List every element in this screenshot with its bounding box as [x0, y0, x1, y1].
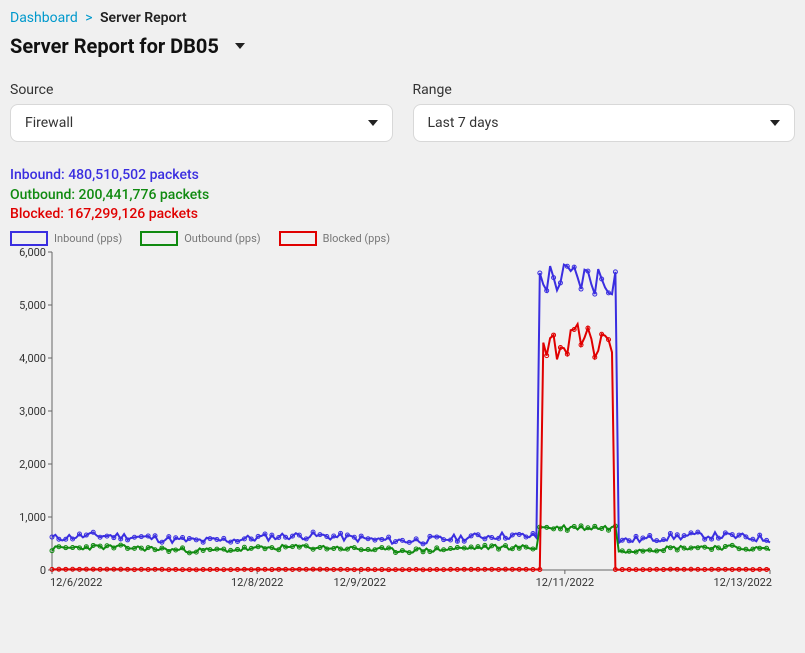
- filter-source: Source Firewall: [10, 82, 393, 142]
- source-select-value: Firewall: [25, 115, 73, 131]
- svg-text:0: 0: [40, 564, 46, 577]
- svg-text:12/8/2022: 12/8/2022: [231, 576, 283, 589]
- breadcrumb-dashboard-link[interactable]: Dashboard: [10, 10, 78, 26]
- legend-inbound-swatch: [10, 231, 48, 246]
- range-select-value: Last 7 days: [428, 115, 499, 131]
- filters: Source Firewall Range Last 7 days: [10, 82, 795, 142]
- svg-text:12/6/2022: 12/6/2022: [50, 576, 102, 589]
- stat-outbound: Outbound: 200,441,776 packets: [10, 186, 795, 206]
- legend-blocked[interactable]: Blocked (pps): [279, 231, 390, 246]
- svg-text:12/13/2022: 12/13/2022: [713, 576, 772, 589]
- breadcrumb: Dashboard > Server Report: [10, 10, 795, 26]
- server-select-caret-icon[interactable]: [235, 43, 245, 49]
- breadcrumb-separator: >: [85, 10, 92, 26]
- svg-text:5,000: 5,000: [19, 299, 46, 312]
- svg-text:6,000: 6,000: [19, 246, 46, 259]
- svg-text:12/9/2022: 12/9/2022: [334, 576, 386, 589]
- legend-inbound[interactable]: Inbound (pps): [10, 231, 122, 246]
- legend-outbound-swatch: [140, 231, 178, 246]
- stat-blocked: Blocked: 167,299,126 packets: [10, 205, 795, 225]
- svg-text:1,000: 1,000: [19, 511, 46, 524]
- legend-blocked-swatch: [279, 231, 317, 246]
- filter-range-label: Range: [413, 82, 796, 98]
- filter-range: Range Last 7 days: [413, 82, 796, 142]
- range-select[interactable]: Last 7 days: [413, 104, 796, 142]
- svg-text:4,000: 4,000: [19, 352, 46, 365]
- stat-inbound: Inbound: 480,510,502 packets: [10, 166, 795, 186]
- title-row: Server Report for DB05: [10, 34, 795, 58]
- chevron-down-icon: [770, 120, 780, 126]
- stats-summary: Inbound: 480,510,502 packets Outbound: 2…: [10, 166, 795, 225]
- chart-legend: Inbound (pps) Outbound (pps) Blocked (pp…: [10, 231, 795, 246]
- traffic-chart: 0 1,000 2,000 3,000 4,000 5,000 6,000 12/6/2022…: [10, 246, 780, 596]
- svg-text:2,000: 2,000: [19, 458, 46, 471]
- svg-text:12/11/2022: 12/11/2022: [536, 576, 595, 589]
- breadcrumb-current: Server Report: [100, 10, 187, 26]
- legend-outbound[interactable]: Outbound (pps): [140, 231, 260, 246]
- page-title: Server Report for DB05: [10, 34, 219, 58]
- legend-blocked-label: Blocked (pps): [323, 232, 390, 245]
- chevron-down-icon: [368, 120, 378, 126]
- source-select[interactable]: Firewall: [10, 104, 393, 142]
- filter-source-label: Source: [10, 82, 393, 98]
- chart-svg: 0 1,000 2,000 3,000 4,000 5,000 6,000 12/6/2022…: [10, 246, 780, 596]
- svg-text:3,000: 3,000: [19, 405, 46, 418]
- legend-inbound-label: Inbound (pps): [54, 232, 122, 245]
- legend-outbound-label: Outbound (pps): [184, 232, 260, 245]
